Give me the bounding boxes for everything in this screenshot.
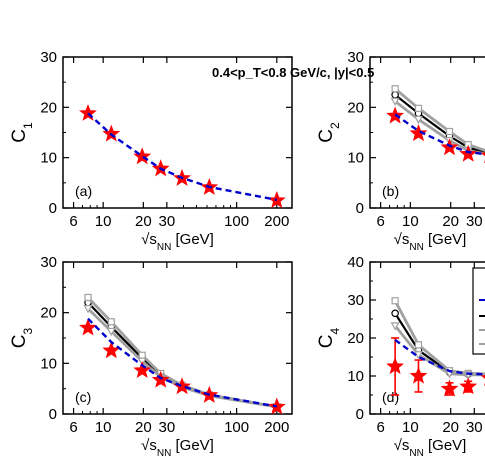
y-axis-label: C4: [316, 327, 342, 348]
y-tick-label: 30: [347, 292, 364, 309]
data-point-triangle: [413, 351, 423, 360]
x-tick-label: 30: [159, 213, 176, 230]
data-point-star: [459, 144, 478, 162]
x-tick-label: 10: [95, 419, 112, 436]
data-point-star: [102, 341, 121, 359]
data-point-circle: [391, 90, 399, 99]
x-tick-label: 20: [442, 419, 459, 436]
panel-label: (c): [75, 389, 91, 405]
header-annotation-text: 0.4<p_T<0.8 GeV/c, |y|<0.5: [212, 65, 374, 80]
data-point-triangle: [413, 115, 423, 125]
y-tick-label: 20: [40, 305, 57, 322]
x-tick-label: 20: [135, 419, 152, 436]
y-tick-label: 10: [347, 150, 364, 167]
legend-frame: [472, 267, 485, 355]
data-point-triangle: [106, 327, 116, 337]
y-tick-label: 20: [347, 330, 364, 347]
data-point-square: [391, 297, 399, 305]
x-tick-label: 30: [159, 419, 176, 436]
x-tick-label: 30: [466, 419, 483, 436]
data-point-square: [391, 85, 399, 93]
data-point-square: [84, 293, 92, 302]
y-tick-label: 20: [347, 99, 364, 116]
x-tick-label: 100: [224, 419, 249, 436]
x-axis-label: √sNN [GeV]: [394, 231, 467, 253]
x-tick-label: 6: [69, 213, 77, 230]
x-tick-label: 6: [376, 419, 384, 436]
data-point-star: [409, 124, 428, 142]
y-tick-label: 30: [40, 49, 57, 66]
y-tick-label: 20: [40, 99, 57, 116]
x-tick-label: 6: [69, 419, 77, 436]
x-tick-label: 100: [224, 213, 249, 230]
y-axis-label: C3: [9, 327, 35, 348]
x-tick-label: 200: [264, 213, 289, 230]
series-line-5: [394, 113, 485, 156]
y-tick-label: 0: [49, 406, 57, 423]
plot-area: [386, 85, 485, 164]
y-tick-label: 10: [40, 150, 57, 167]
data-point-star: [386, 357, 404, 375]
data-point-star: [440, 379, 459, 397]
x-axis-label: √sNN [GeV]: [394, 437, 467, 457]
data-point-square: [445, 127, 454, 136]
data-point-square: [414, 341, 423, 349]
data-point-triangle: [83, 305, 93, 314]
data-point-triangle: [390, 322, 400, 331]
data-point-circle: [391, 309, 399, 318]
data-point-square: [414, 104, 423, 112]
series-line-2: [87, 112, 278, 202]
x-tick-label: 20: [442, 213, 459, 230]
y-tick-label: 10: [347, 368, 364, 385]
series-line-2: [394, 87, 485, 152]
data-point-star: [409, 366, 428, 384]
y-tick-label: 0: [356, 406, 364, 423]
series-line-1: [394, 93, 485, 154]
panel-label: (d): [382, 389, 399, 405]
x-axis-label: √sNN [GeV]: [141, 231, 214, 253]
data-point-star: [151, 370, 170, 388]
y-tick-label: 0: [49, 200, 57, 217]
x-tick-label: 6: [376, 213, 384, 230]
x-tick-label: 10: [402, 213, 419, 230]
x-tick-label: 10: [95, 213, 112, 230]
data-point-star: [133, 147, 152, 165]
x-tick-label: 20: [135, 213, 152, 230]
header-annotation: 0.4<p_T<0.8 GeV/c, |y|<0.5: [212, 65, 374, 80]
y-tick-label: 30: [40, 254, 57, 271]
y-tick-label: 0: [356, 200, 364, 217]
chart-panel-3: 0 10 20 30 6 10 20 30 100 200 √sNN [GeV] C3 (c): [9, 254, 293, 457]
y-tick-label: 30: [347, 49, 364, 66]
y-axis-label: C2: [316, 122, 342, 143]
plot-area: [386, 297, 485, 397]
y-tick-label: 10: [40, 355, 57, 372]
plot-area: [79, 104, 286, 208]
x-tick-label: 30: [466, 213, 483, 230]
series-line-5: [87, 317, 278, 408]
x-axis-label: √sNN [GeV]: [141, 437, 214, 457]
data-point-star: [79, 318, 97, 336]
data-point-triangle: [390, 97, 400, 107]
x-tick-label: 200: [264, 419, 289, 436]
data-point-star: [79, 104, 97, 121]
panel-label: (a): [75, 183, 92, 199]
svg-text:0.4<p_T<0.8 GeV/c, |y|<0.5: 0.4<p_T<0.8 GeV/c, |y|<0.5: [212, 65, 374, 80]
y-tick-label: 40: [347, 254, 364, 271]
data-point-square: [107, 318, 115, 326]
panel-label: (b): [382, 183, 399, 199]
legend-box: [472, 267, 485, 355]
data-point-star: [459, 377, 478, 395]
plot-area: [79, 293, 286, 414]
series-line-2: [393, 300, 485, 376]
series-line-5: [394, 338, 485, 376]
series-line-3: [394, 324, 485, 377]
y-axis-label: C1: [9, 122, 35, 143]
data-point-star: [133, 360, 152, 379]
chart-panel-1: 0 10 20 30 6 10 20 30 100 200 √sNN [GeV] C1 (a): [9, 49, 293, 253]
x-tick-label: 10: [402, 419, 419, 436]
